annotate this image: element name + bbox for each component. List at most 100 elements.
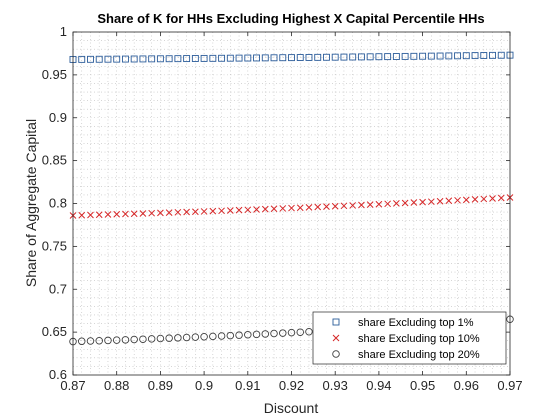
- data-point: [288, 204, 295, 212]
- data-point: [209, 332, 217, 341]
- data-point: [147, 335, 156, 343]
- x-axis-label: Discount: [264, 400, 319, 416]
- data-point: [261, 205, 269, 213]
- y-tick-label: 0.9: [49, 110, 67, 125]
- data-point: [279, 54, 287, 62]
- data-point: [489, 195, 496, 202]
- data-point: [148, 209, 156, 217]
- x-tick-label: 0.93: [323, 378, 348, 393]
- data-point: [314, 53, 322, 61]
- data-point: [401, 199, 409, 207]
- legend: share Excluding top 1% share Excluding to…: [312, 311, 507, 365]
- data-point: [384, 53, 392, 61]
- x-tick-label: 0.9: [195, 378, 213, 393]
- data-point: [218, 54, 226, 62]
- data-point: [401, 52, 409, 60]
- data-point: [200, 54, 208, 62]
- series-2: [69, 194, 514, 219]
- data-point: [410, 199, 418, 206]
- data-point: [296, 204, 304, 212]
- data-point: [130, 210, 138, 218]
- data-point: [253, 206, 260, 213]
- data-point: [314, 203, 322, 211]
- data-point: [183, 55, 191, 63]
- data-point: [436, 197, 444, 205]
- legend-marker: [332, 318, 340, 326]
- data-point: [357, 53, 365, 61]
- data-point: [165, 334, 173, 342]
- data-point: [192, 208, 199, 216]
- data-point: [226, 331, 235, 340]
- data-point: [182, 333, 191, 342]
- data-point: [113, 55, 121, 63]
- data-point: [305, 203, 313, 211]
- data-point: [130, 55, 138, 63]
- data-point: [200, 208, 208, 215]
- data-point: [331, 202, 339, 210]
- data-point: [174, 334, 182, 342]
- data-point: [139, 335, 147, 343]
- x-tick-label: 0.91: [235, 378, 260, 393]
- y-tick-label: 0.6: [49, 367, 67, 382]
- data-point: [174, 208, 182, 216]
- data-point: [174, 55, 182, 63]
- data-point: [122, 210, 129, 218]
- data-point: [366, 53, 374, 61]
- data-point: [392, 53, 400, 60]
- data-point: [139, 210, 147, 217]
- data-point: [183, 208, 190, 216]
- data-point: [270, 54, 278, 62]
- data-point: [340, 202, 348, 210]
- data-point: [454, 196, 461, 204]
- data-point: [471, 52, 479, 60]
- data-point: [130, 335, 138, 344]
- data-point: [121, 55, 129, 63]
- x-tick-label: 0.97: [497, 378, 522, 393]
- data-point: [217, 332, 226, 340]
- data-point: [200, 332, 208, 341]
- data-point: [419, 52, 427, 60]
- data-point: [445, 197, 453, 205]
- data-point: [270, 205, 278, 213]
- y-tick-label: 0.65: [42, 324, 67, 339]
- data-point: [261, 330, 270, 338]
- data-point: [121, 336, 130, 344]
- y-axis-label: Share of Aggregate Capital: [23, 119, 39, 287]
- data-point: [87, 55, 94, 63]
- y-tick-label: 0.8: [49, 196, 67, 211]
- data-point: [419, 198, 426, 206]
- data-point: [497, 194, 505, 202]
- data-point: [279, 329, 287, 337]
- legend-label: share Excluding top 20%: [358, 349, 480, 361]
- y-tick-label: 0.85: [42, 153, 67, 168]
- data-point: [323, 53, 330, 61]
- data-point: [209, 207, 217, 215]
- legend-box: [312, 311, 507, 365]
- x-tick-label: 0.87: [60, 378, 85, 393]
- data-point: [244, 54, 252, 62]
- data-point: [270, 329, 278, 338]
- data-point: [480, 52, 488, 59]
- data-point: [305, 53, 313, 61]
- data-point: [252, 330, 261, 339]
- data-point: [156, 55, 164, 63]
- data-point: [165, 55, 173, 63]
- data-point: [349, 202, 357, 209]
- y-tick-label: 0.7: [49, 281, 67, 296]
- data-point: [366, 201, 374, 208]
- data-point: [95, 211, 103, 219]
- data-point: [113, 210, 121, 218]
- data-point: [480, 195, 488, 203]
- data-point: [261, 54, 269, 62]
- y-tick-label: 0.95: [42, 67, 67, 82]
- y-tick-label: 1: [60, 24, 67, 39]
- data-point: [454, 52, 462, 60]
- data-point: [288, 54, 295, 62]
- data-point: [427, 52, 435, 60]
- data-point: [287, 328, 296, 337]
- x-tick-label: 0.95: [410, 378, 435, 393]
- data-point: [244, 331, 252, 339]
- y-tick-label: 0.75: [42, 238, 67, 253]
- data-point: [165, 209, 173, 216]
